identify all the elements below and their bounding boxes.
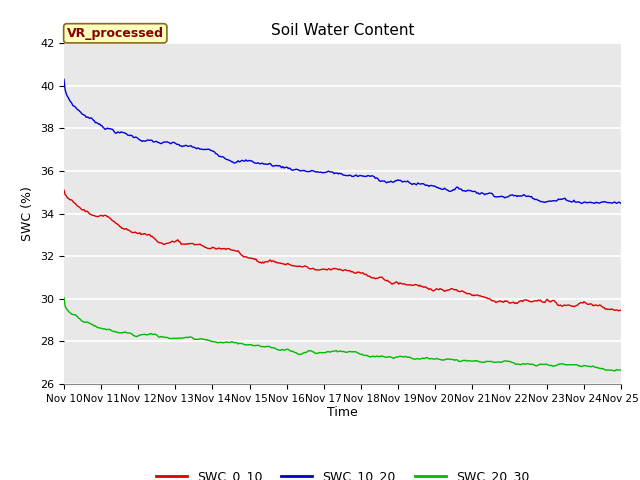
SWC_10_20 (578, 201, 586, 206)
SWC_20_30 (328, 348, 335, 354)
SWC_10_20 (617, 201, 625, 206)
Line: SWC_10_20: SWC_10_20 (64, 79, 621, 204)
Text: VR_processed: VR_processed (67, 27, 164, 40)
SWC_0_10 (604, 307, 611, 312)
Y-axis label: SWC (%): SWC (%) (22, 186, 35, 241)
SWC_0_10 (328, 266, 335, 272)
SWC_0_10 (516, 298, 524, 304)
SWC_20_30 (324, 348, 332, 354)
Legend: SWC_0_10, SWC_10_20, SWC_20_30: SWC_0_10, SWC_10_20, SWC_20_30 (150, 465, 534, 480)
SWC_0_10 (615, 308, 623, 314)
SWC_10_20 (324, 168, 332, 174)
SWC_0_10 (60, 187, 68, 193)
SWC_10_20 (362, 173, 369, 179)
SWC_10_20 (60, 76, 68, 82)
SWC_20_30 (392, 355, 399, 360)
SWC_10_20 (328, 169, 335, 175)
X-axis label: Time: Time (327, 407, 358, 420)
SWC_0_10 (392, 279, 399, 285)
Line: SWC_0_10: SWC_0_10 (64, 190, 621, 311)
Title: Soil Water Content: Soil Water Content (271, 23, 414, 38)
SWC_20_30 (362, 352, 369, 358)
SWC_10_20 (605, 200, 612, 205)
SWC_20_30 (617, 367, 625, 373)
SWC_20_30 (516, 362, 524, 368)
Line: SWC_20_30: SWC_20_30 (64, 298, 621, 371)
SWC_0_10 (617, 307, 625, 313)
SWC_0_10 (324, 266, 332, 272)
SWC_10_20 (392, 178, 399, 183)
SWC_20_30 (604, 367, 611, 373)
SWC_0_10 (362, 272, 369, 277)
SWC_10_20 (516, 193, 524, 199)
SWC_20_30 (60, 295, 68, 300)
SWC_20_30 (611, 368, 618, 373)
